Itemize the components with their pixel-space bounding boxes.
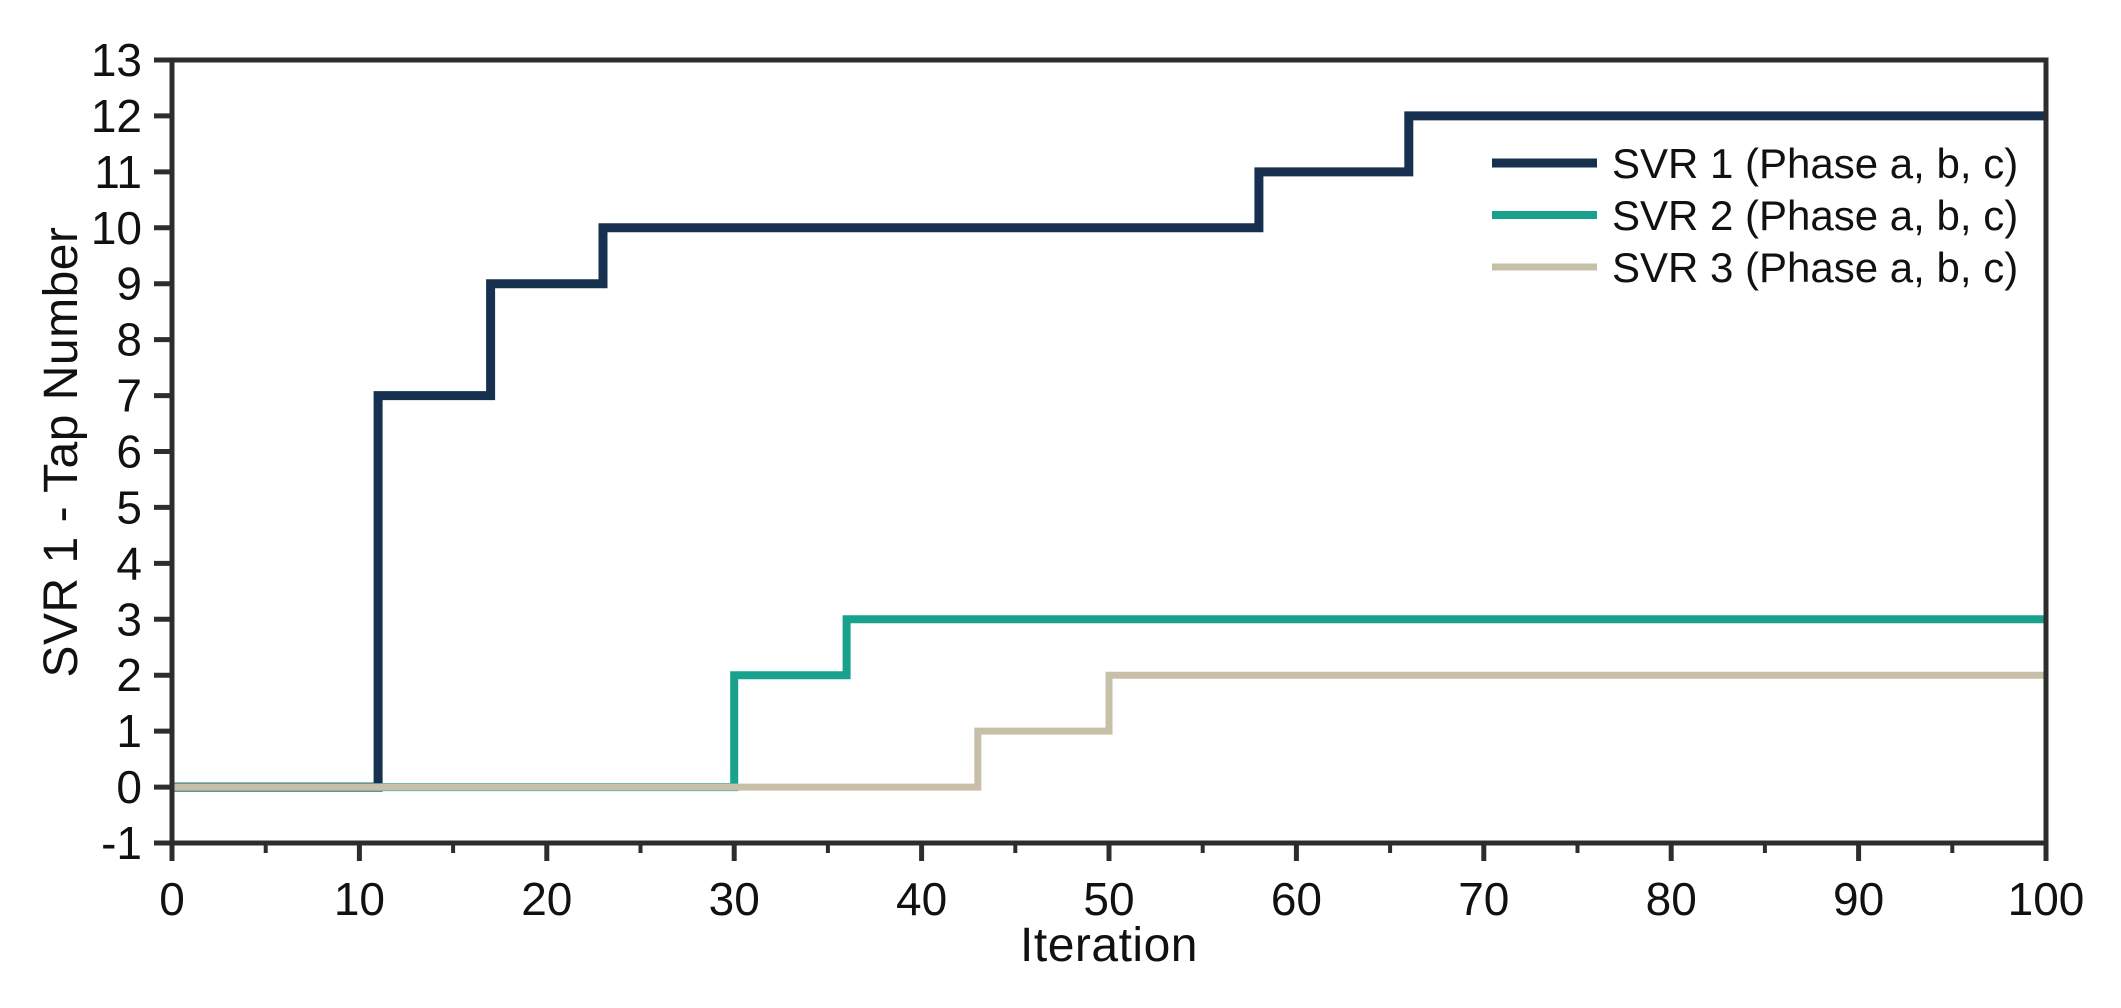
y-tick-label: 1 <box>116 705 142 757</box>
legend-item: SVR 2 (Phase a, b, c) <box>1492 192 2018 239</box>
series-line-svr-1 <box>172 111 2046 792</box>
x-tick-label: 10 <box>334 873 385 925</box>
x-tick-label: 30 <box>709 873 760 925</box>
x-tick-label: 40 <box>896 873 947 925</box>
y-axis-title: SVR 1 - Tap Number <box>35 226 88 678</box>
y-tick-label: 6 <box>116 426 142 478</box>
y-tick-label: 5 <box>116 481 142 533</box>
x-tick-label: 100 <box>2008 873 2085 925</box>
y-tick-label: 0 <box>116 761 142 813</box>
x-tick-label: 50 <box>1083 873 1134 925</box>
legend-label: SVR 3 (Phase a, b, c) <box>1612 244 2018 291</box>
legend-label: SVR 2 (Phase a, b, c) <box>1612 192 2018 239</box>
y-tick-label: 2 <box>116 649 142 701</box>
y-tick-label: 3 <box>116 593 142 645</box>
y-tick-label: 10 <box>91 202 142 254</box>
y-tick-label: -1 <box>101 817 142 869</box>
legend-label: SVR 1 (Phase a, b, c) <box>1612 140 2018 187</box>
x-axis-title: Iteration <box>1020 919 1198 972</box>
y-tick-label: 13 <box>91 34 142 86</box>
legend-item: SVR 1 (Phase a, b, c) <box>1492 140 2018 187</box>
y-tick-label: 9 <box>116 258 142 310</box>
x-tick-label: 0 <box>159 873 185 925</box>
x-tick-label: 80 <box>1646 873 1697 925</box>
x-tick-label: 70 <box>1458 873 1509 925</box>
series-line-svr-3 <box>172 671 2046 791</box>
y-tick-label: 8 <box>116 314 142 366</box>
y-tick-label: 11 <box>94 146 142 198</box>
x-tick-label: 90 <box>1833 873 1884 925</box>
x-tick-label: 60 <box>1271 873 1322 925</box>
x-tick-label: 20 <box>521 873 572 925</box>
legend-item: SVR 3 (Phase a, b, c) <box>1492 244 2018 291</box>
y-tick-label: 4 <box>116 537 142 589</box>
y-tick-label: 7 <box>116 370 142 422</box>
legend: SVR 1 (Phase a, b, c) SVR 2 (Phase a, b, … <box>1492 140 2018 291</box>
y-tick-label: 12 <box>91 90 142 142</box>
